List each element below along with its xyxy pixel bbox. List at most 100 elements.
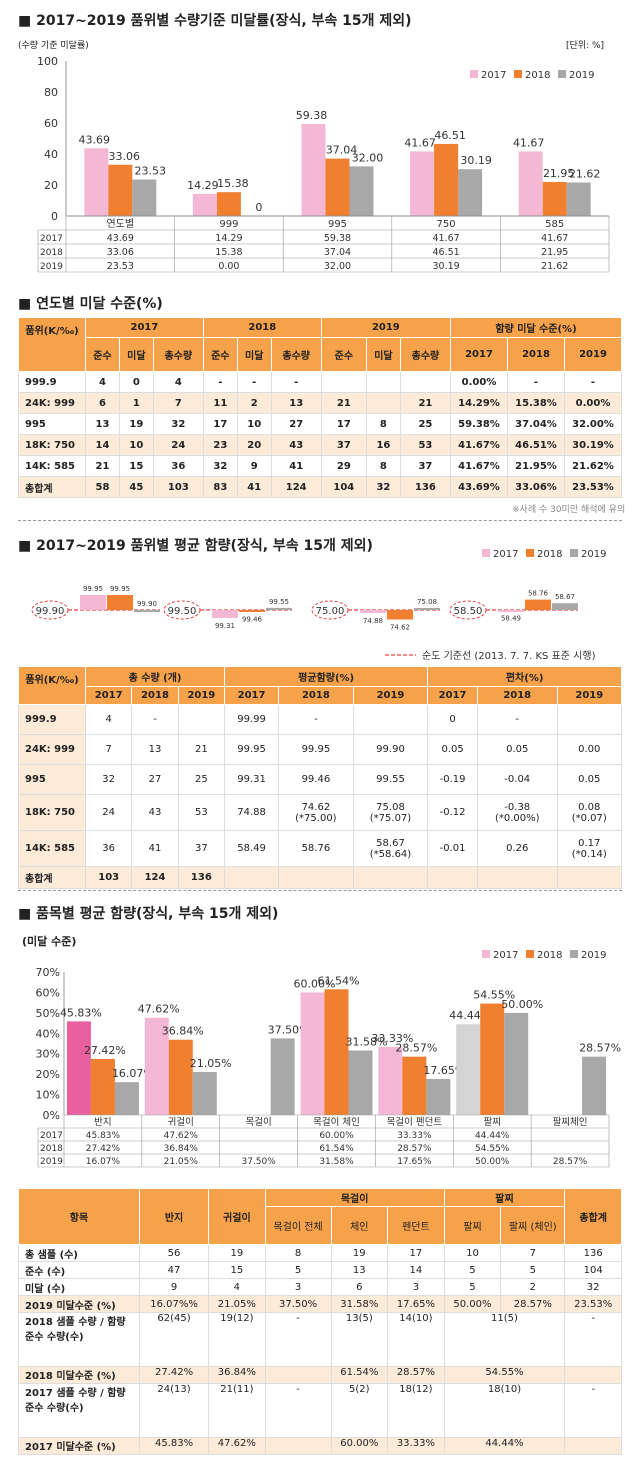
bar-2019-목걸이 <box>270 1038 295 1115</box>
chart1-left-note: (수량 기준 미달률) <box>18 41 89 51</box>
table1-cell: - <box>202 371 238 393</box>
bar-2017-750 <box>410 151 435 216</box>
table2-cell: 32 <box>102 774 116 785</box>
table3-cell: 5 <box>264 1261 332 1279</box>
table3-cell: 44.44% <box>443 1437 566 1455</box>
table1-cell: 36 <box>152 455 204 477</box>
legend2-2017: 2017 <box>493 549 518 560</box>
table3-cell: 33.33% <box>387 1437 445 1455</box>
table1-note: ※사례 수 30미만 해석에 유의 <box>512 505 626 515</box>
legend-swatch-2017 <box>482 950 490 958</box>
x-category-label: 반지 <box>94 1117 111 1128</box>
table3-cell: - <box>564 1312 622 1367</box>
ref-legend-label: 순도 기준선 (2013. 7. 7. KS 표준 시행) <box>422 650 596 662</box>
bar-2017-연도별 <box>84 148 109 216</box>
bar-label: 74.62 <box>390 624 410 632</box>
table1-cell: - <box>507 371 565 393</box>
table3-cell: 15 <box>208 1261 266 1279</box>
bar-2019-750 <box>458 169 483 216</box>
table3-cell: 4 <box>208 1278 266 1296</box>
table1-cell: 24K: 999 <box>18 392 86 414</box>
y-tick-label: 40 <box>44 148 58 161</box>
table2-cell: 0.05 <box>506 744 529 755</box>
legend-swatch-2018 <box>514 70 522 78</box>
x-category-label: 995 <box>328 219 347 230</box>
legend3-2019: 2019 <box>581 950 606 961</box>
th-avg: 평균함량(%) <box>224 666 429 687</box>
table1-cell: 136 <box>399 476 452 498</box>
baseline-label: 58.50 <box>454 606 483 617</box>
bar-label: 54.55% <box>473 989 515 1002</box>
table3-cell: - <box>564 1383 622 1438</box>
chart1-svg: 02040608010043.6933.0623.5314.2915.38059… <box>37 55 610 273</box>
th-year: 2019 <box>352 686 429 705</box>
table2-cell: 0.05 <box>441 744 464 755</box>
table3-cell: 27.42% <box>138 1366 210 1384</box>
table2-cell: 18K: 750 <box>25 807 76 818</box>
table1-cell: 124 <box>270 476 322 498</box>
bar-label: 21.95 <box>543 167 575 180</box>
table3-cell: 17 <box>387 1244 445 1262</box>
table3-cell: 104 <box>564 1261 622 1279</box>
table1-cell: 0 <box>118 371 154 393</box>
table-cell: 46.51 <box>432 247 459 258</box>
table-cell: 28.57% <box>553 1157 588 1167</box>
table-year-label: 2018 <box>40 248 63 258</box>
y-tick-label: 30% <box>36 1048 60 1061</box>
table-cell: 43.69 <box>107 233 134 244</box>
table3-cell: 62(45) <box>138 1312 210 1367</box>
bar-group0-0 <box>80 595 106 610</box>
table1-cell: 32 <box>152 413 204 435</box>
th-grade: 품위(K/‰) <box>18 317 86 372</box>
y-tick-label: 60% <box>36 986 60 999</box>
bar-label: 58.76 <box>528 590 549 598</box>
table3-cell: 7 <box>500 1244 566 1262</box>
table-cell: 32.00 <box>324 261 351 272</box>
th-brace: 팔찌 <box>443 1188 566 1207</box>
table1-cell: 41.67% <box>450 434 508 456</box>
table1-cell: 11 <box>202 392 238 414</box>
table3-row-label: 2017 샘플 수량 / 함량 준수 수량(수) <box>18 1383 140 1438</box>
bar-label: 99.31 <box>215 622 235 630</box>
x-category-label: 연도별 <box>106 218 134 230</box>
th-rate: 함량 미달 수준(%) <box>450 317 622 338</box>
section2-title: ■ 연도별 미달 수준(%) <box>18 296 163 312</box>
bar-label: 0 <box>255 201 262 214</box>
legend2-2018: 2018 <box>537 549 562 560</box>
bar-2018-반지 <box>90 1058 115 1115</box>
table2-cell: 36 <box>102 843 116 854</box>
table1-cell <box>365 392 401 414</box>
bar-group0-2 <box>134 610 160 612</box>
bar-label: 99.95 <box>110 585 130 593</box>
table-year-label: 2017 <box>40 234 63 244</box>
table3-cell: 5 <box>443 1261 502 1279</box>
table3-cell: 19 <box>330 1244 389 1262</box>
bar-label: 74.88 <box>363 617 383 625</box>
table-cell: 33.06 <box>107 247 134 258</box>
bar-2019-연도별 <box>132 179 157 216</box>
table-cell: 21.05% <box>164 1157 199 1167</box>
bar-2019-귀걸이 <box>192 1071 217 1115</box>
bar-2018-귀걸이 <box>168 1039 193 1115</box>
table-cell: 54.55% <box>475 1144 510 1154</box>
table-cell: 31.58% <box>319 1157 354 1167</box>
bar-2018-연도별 <box>108 164 133 216</box>
th-ear: 귀걸이 <box>208 1188 266 1245</box>
table2-cell: 99.95 <box>301 744 331 755</box>
table1-cell: 8 <box>365 455 401 477</box>
chart3-svg: 0% 10% 20% 30% 40% 50% 60% 70% 45.83% 27.42% 16.07… <box>36 950 621 1168</box>
table2-cell: -0.38 <box>504 801 531 813</box>
table2-cell: 75.08 <box>376 801 405 813</box>
bar-2018-585 <box>542 181 567 216</box>
table1-cell: 2 <box>236 392 272 414</box>
table3-cell: 61.54% <box>330 1366 389 1384</box>
th-sub: 총수량 <box>270 337 322 372</box>
table-cell: 15.38 <box>215 247 242 258</box>
bar-2019-팔찌 <box>504 1012 529 1115</box>
bar-2019-목걸이 체인 <box>348 1050 373 1115</box>
bar-label: 41.67 <box>513 136 545 149</box>
th-year: 2018 <box>278 686 354 705</box>
bar-group3-2 <box>552 603 578 610</box>
table1-cell: 13 <box>270 392 322 414</box>
bar-label: 27.42% <box>84 1044 126 1057</box>
